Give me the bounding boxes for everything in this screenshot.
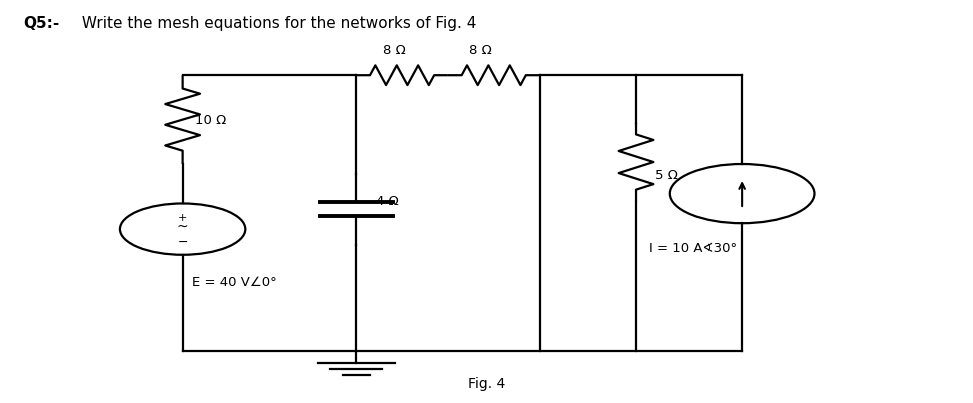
- Text: 5 Ω: 5 Ω: [656, 169, 678, 182]
- Text: −: −: [177, 235, 188, 249]
- Text: Fig. 4: Fig. 4: [468, 377, 505, 391]
- Text: E = 40 V∠0°: E = 40 V∠0°: [193, 276, 277, 289]
- Text: 8 Ω: 8 Ω: [382, 44, 406, 58]
- Text: I = 10 A∢30°: I = 10 A∢30°: [649, 242, 737, 256]
- Text: +: +: [178, 213, 188, 222]
- Text: Q5:-: Q5:-: [23, 16, 59, 31]
- Text: ~: ~: [177, 220, 189, 234]
- Text: Write the mesh equations for the networks of Fig. 4: Write the mesh equations for the network…: [77, 16, 476, 31]
- Text: 8 Ω: 8 Ω: [469, 44, 492, 58]
- Text: 10 Ω: 10 Ω: [196, 114, 227, 127]
- Text: 4 Ω: 4 Ω: [376, 195, 398, 208]
